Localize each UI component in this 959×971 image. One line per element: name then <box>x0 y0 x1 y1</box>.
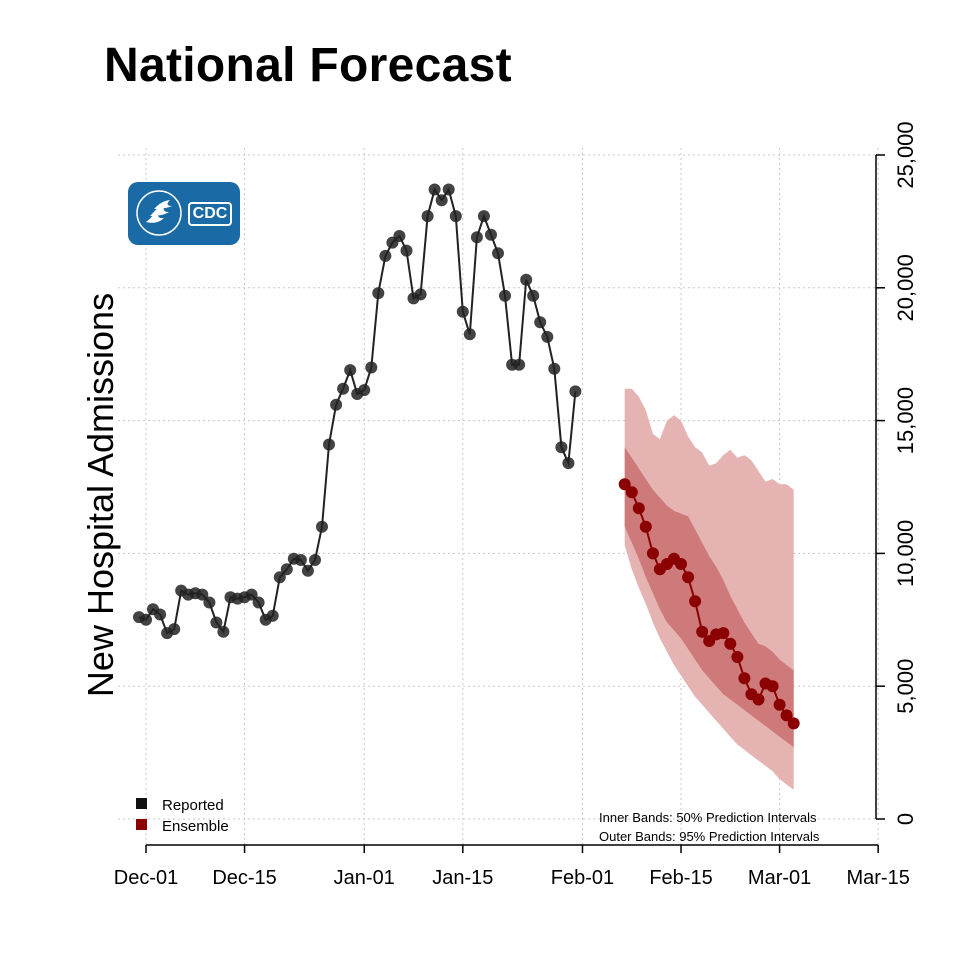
ensemble-data-point <box>675 558 687 570</box>
y-tick-label: 10,000 <box>893 520 918 587</box>
outer-band-note: Outer Bands: 95% Prediction Intervals <box>599 829 820 844</box>
cdc-logo-text: CDC <box>188 202 232 226</box>
reported-data-point <box>140 613 152 626</box>
reported-data-point <box>330 398 343 411</box>
reported-data-point <box>344 364 357 377</box>
ensemble-data-point <box>731 651 744 663</box>
reported-data-point <box>294 554 307 566</box>
legend-label-reported: Reported <box>162 797 224 814</box>
x-tick-label: Dec-15 <box>212 867 276 889</box>
ensemble-data-point <box>766 680 779 693</box>
cdc-logo-icon: CDC <box>128 182 240 245</box>
reported-data-point <box>168 623 181 636</box>
reported-data-point <box>393 230 406 242</box>
reported-data-point <box>273 571 286 584</box>
ensemble-data-point <box>689 595 702 608</box>
reported-data-point <box>477 210 490 223</box>
axes: Dec-01 Dec-15 Jan-01 Jan-15 Feb-01 Feb-15 Mar-… <box>114 121 918 889</box>
reported-data-point <box>520 273 533 286</box>
ensemble-data-point <box>646 547 659 560</box>
reported-data-point <box>337 382 350 395</box>
reported-data-point <box>365 361 378 374</box>
x-tick-label: Mar-15 <box>846 867 909 889</box>
legend-label-ensemble: Ensemble <box>162 818 229 835</box>
ensemble-data-point <box>639 520 652 533</box>
reported-data-point <box>316 520 328 533</box>
reported-data-point <box>492 247 504 260</box>
reported-data-point <box>414 288 427 301</box>
ensemble-data-point <box>682 571 695 584</box>
reported-data-point <box>534 316 547 329</box>
ensemble-data-point <box>724 637 737 650</box>
reported-data-point <box>541 330 554 343</box>
reported-data-point <box>569 385 582 398</box>
y-tick-label: 20,000 <box>893 254 918 321</box>
reported-data-point <box>562 457 575 470</box>
reported-data-point <box>463 328 476 341</box>
reported-data-point <box>513 358 526 371</box>
reported-data-point <box>203 596 216 609</box>
reported-data-point <box>428 183 441 196</box>
ensemble-data-point <box>632 502 645 515</box>
reported-data-point <box>154 608 167 621</box>
reported-data-point <box>252 596 265 609</box>
reported-data-point <box>379 249 392 262</box>
legend: Reported Ensemble <box>136 797 229 835</box>
ensemble-data-point <box>787 717 800 730</box>
reported-data-point <box>499 289 511 302</box>
reported-series-line <box>138 187 577 635</box>
ensemble-data-point <box>780 709 793 722</box>
reported-data-point <box>527 289 540 302</box>
page-title: National Forecast <box>104 39 512 92</box>
reported-data-point <box>470 231 483 244</box>
reported-data-point <box>400 244 413 257</box>
band-notes: Inner Bands: 50% Prediction Intervals Ou… <box>599 810 820 844</box>
ensemble-data-point <box>717 627 730 640</box>
ensemble-data-point <box>752 693 765 706</box>
x-tick-label: Jan-15 <box>432 867 493 889</box>
reported-data-point <box>449 210 462 223</box>
x-tick-label: Dec-01 <box>114 867 178 889</box>
ensemble-data-point <box>696 625 709 638</box>
reported-data-point <box>309 554 321 566</box>
reported-data-point <box>358 384 371 397</box>
reported-data-point <box>301 564 314 577</box>
y-tick-label: 5,000 <box>893 659 918 714</box>
reported-data-point <box>442 183 455 196</box>
reported-data-point <box>266 609 279 622</box>
y-tick-label: 15,000 <box>893 387 918 454</box>
reported-data-point <box>372 287 385 300</box>
prediction-bands <box>624 388 794 790</box>
inner-band-note: Inner Bands: 50% Prediction Intervals <box>599 810 817 825</box>
reported-data-point <box>485 228 497 241</box>
legend-swatch-reported <box>136 798 147 809</box>
ensemble-data-point <box>773 698 786 711</box>
reported-data-point <box>245 588 258 601</box>
y-tick-label: 25,000 <box>893 121 918 188</box>
x-tick-label: Mar-01 <box>748 867 811 889</box>
legend-swatch-ensemble <box>136 819 147 830</box>
reported-data-point <box>323 438 335 451</box>
x-tick-label: Feb-15 <box>649 867 712 889</box>
reported-data-point <box>421 210 434 223</box>
ensemble-data-point <box>738 672 751 685</box>
reported-data-point <box>548 362 561 375</box>
reported-data-point <box>210 616 223 629</box>
ensemble-data-point <box>618 478 631 491</box>
ensemble-data-point <box>625 486 638 499</box>
x-tick-label: Jan-01 <box>334 867 395 889</box>
inner-prediction-band <box>624 447 794 748</box>
reported-data-point <box>280 563 293 576</box>
reported-data-point <box>435 194 448 207</box>
y-tick-label: 0 <box>893 813 918 825</box>
y-axis-label: New Hospital Admissions <box>80 293 121 697</box>
reported-data-point <box>196 588 209 601</box>
hhs-seal-icon <box>136 190 182 236</box>
series-layer <box>133 183 800 730</box>
reported-data-point <box>555 441 568 454</box>
x-tick-label: Feb-01 <box>551 867 614 889</box>
reported-data-point <box>217 625 230 638</box>
reported-data-point <box>456 305 469 318</box>
